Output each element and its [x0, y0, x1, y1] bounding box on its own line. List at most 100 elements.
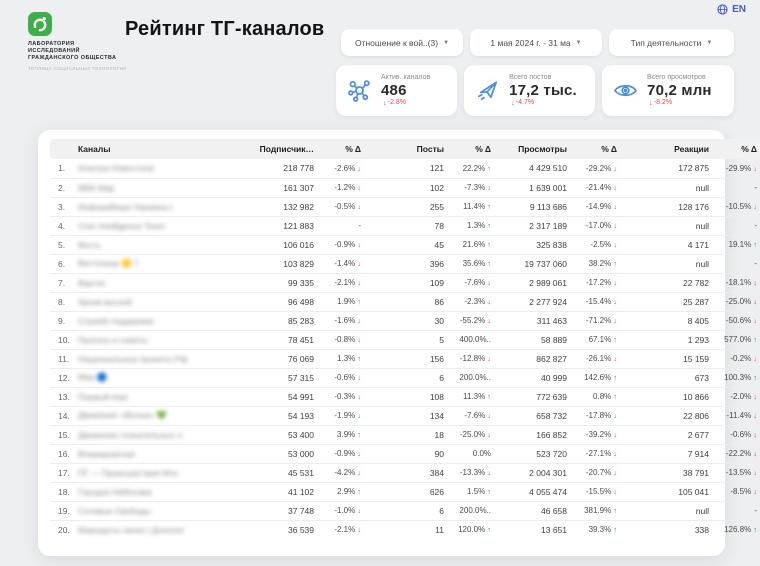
subscribers-value: 54 991: [230, 386, 318, 406]
filter-attitude-label: Отношение к вой..(3): [354, 37, 439, 48]
channel-name-cell[interactable]: Агентра Новостели: [74, 159, 230, 178]
col-header-subscribers[interactable]: Подписчик…: [230, 139, 318, 159]
arrow-down-icon: ↓: [357, 373, 361, 382]
col-header-reactions[interactable]: Реакции: [621, 139, 713, 159]
table-row[interactable]: 8. Архив весной 96 498 1.9% ↑ 86 -2.3% ↓ 2…: [50, 291, 760, 311]
channel-name-cell[interactable]: Городок НеМосква: [74, 481, 230, 501]
channel-name-cell[interactable]: Архив весной: [74, 291, 230, 311]
channel-name-blurred: Первый порт: [78, 391, 130, 402]
table-row[interactable]: 18. Городок НеМосква 41 102 2.9% ↑ 626 1.…: [50, 481, 760, 501]
col-header-posts-delta[interactable]: % Δ: [448, 139, 495, 159]
table-row[interactable]: 19. Сетевые Свободы 37 748 -1.0% ↓ 6 200.…: [50, 500, 760, 520]
posts-delta: 200.0%..: [448, 500, 495, 520]
channel-name-cell[interactable]: Вартис: [74, 272, 230, 292]
table-row[interactable]: 4. Civic Intelligence Team 121 883 - 78 …: [50, 215, 760, 235]
channel-name-cell[interactable]: Вестоград 🟡 7: [74, 253, 230, 273]
arrow-down-icon: ↓: [649, 97, 653, 107]
stat-label: Актив. каналов: [381, 73, 431, 81]
views-value: 325 838: [495, 234, 571, 254]
arrow-up-icon: ↑: [357, 297, 361, 306]
arrow-up-icon: ↑: [357, 354, 361, 363]
language-switch[interactable]: EN: [717, 4, 746, 15]
stat-card-total-posts: Всего постов 17,2 тыс. ↓ -4.7%: [464, 65, 596, 116]
table-row[interactable]: 1. Агентра Новостели 218 778 -2.6% ↓ 121 …: [50, 159, 760, 178]
subscribers-value: 36 539: [230, 519, 318, 539]
table-row[interactable]: 11. Национальные проекты Рф 76 069 1.3% ↑…: [50, 348, 760, 368]
channel-name-cell[interactable]: МБК Мир: [74, 177, 230, 197]
views-value: 2 317 189: [495, 215, 571, 235]
arrow-up-icon: ↑: [487, 487, 491, 496]
table-row[interactable]: 14. Движение «Волна» 💚 54 193 -1.9% ↓ 134…: [50, 405, 760, 425]
posts-value: 90: [365, 443, 448, 463]
views-value: 46 658: [495, 500, 571, 520]
views-delta: 38.2% ↑: [571, 253, 621, 273]
table-row[interactable]: 3. Информбюро Украина с 132 982 -0.5% ↓ 2…: [50, 196, 760, 216]
channel-name-cell[interactable]: Весть: [74, 234, 230, 254]
table-row[interactable]: 17. ПГ — Происшествия Мос 45 531 -4.2% ↓ …: [50, 462, 760, 482]
views-delta: 39.3% ↑: [571, 519, 621, 539]
stats-row: Актив. каналов 486 ↓ -2.8% Всего постов 1…: [336, 65, 734, 116]
filter-attitude-dropdown[interactable]: Отношение к вой..(3) ▼: [341, 29, 463, 56]
arrow-up-icon: ↑: [357, 430, 361, 439]
channel-name-blurred: МБК Мир: [78, 182, 115, 193]
table-row[interactable]: 20. Маршруты своих | Дополог 36 539 -2.1…: [50, 519, 760, 539]
channel-name-cell[interactable]: Движение сознательных л: [74, 424, 230, 444]
channel-name-cell[interactable]: Служба поддержки: [74, 310, 230, 330]
arrow-down-icon: ↓: [753, 430, 757, 439]
subscribers-delta: -0.5% ↓: [318, 196, 365, 216]
reactions-delta: -13.5% ↓: [713, 462, 760, 482]
filter-date-range-dropdown[interactable]: 1 мая 2024 г. - 31 ма ▼: [470, 29, 602, 56]
channel-name-cell[interactable]: Маршруты своих | Дополог: [74, 519, 230, 539]
subscribers-delta: -1.2% ↓: [318, 177, 365, 197]
arrow-down-icon: ↓: [487, 430, 491, 439]
subscribers-delta: -2.1% ↓: [318, 519, 365, 539]
channel-name-cell[interactable]: Прогноз и советы: [74, 329, 230, 349]
reactions-value: 8 405: [621, 310, 713, 330]
channel-name-cell[interactable]: Впередсмотря: [74, 443, 230, 463]
views-delta: 0.8% ↑: [571, 386, 621, 406]
subscribers-delta: -2.1% ↓: [318, 272, 365, 292]
posts-delta: 1.3% ↑: [448, 215, 495, 235]
col-header-views[interactable]: Просмотры: [495, 139, 571, 159]
table-row[interactable]: 12. Мир 🔵 57 315 -0.6% ↓ 6 200.0%.. 40 99…: [50, 367, 760, 387]
row-rank: 10.: [50, 329, 74, 349]
org-logo-icon: [28, 12, 52, 36]
channel-name-cell[interactable]: Сетевые Свободы: [74, 500, 230, 520]
col-header-subs-delta[interactable]: % Δ: [318, 139, 365, 159]
arrow-up-icon: ↑: [487, 392, 491, 401]
channel-name-cell[interactable]: Мир 🔵: [74, 367, 230, 387]
table-row[interactable]: 6. Вестоград 🟡 7 103 829 -1.4% ↓ 396 35.6…: [50, 253, 760, 273]
posts-delta: -55.2% ↓: [448, 310, 495, 330]
chevron-down-icon: ▼: [443, 39, 450, 46]
table-row[interactable]: 7. Вартис 99 335 -2.1% ↓ 109 -7.6% ↓ 2 989…: [50, 272, 760, 292]
filter-activity-type-label: Тип деятельности: [630, 37, 702, 48]
table-row[interactable]: 10. Прогноз и советы 78 451 -0.8% ↓ 5 400…: [50, 329, 760, 349]
channel-name-cell[interactable]: ПГ — Происшествия Мос: [74, 462, 230, 482]
stat-card-total-views: Всего просмотров 70,2 млн ↓ -8.2%: [602, 65, 734, 116]
row-rank: 14.: [50, 405, 74, 425]
table-row[interactable]: 5. Весть 106 016 -0.9% ↓ 45 21.6% ↑ 325 83…: [50, 234, 760, 254]
table-row[interactable]: 16. Впередсмотря 53 000 -0.9% ↓ 90 0.0% 5…: [50, 443, 760, 463]
views-delta: 381.9% ↑: [571, 500, 621, 520]
reactions-value: 4 171: [621, 234, 713, 254]
channel-name-cell[interactable]: Движение «Волна» 💚: [74, 405, 230, 425]
table-row[interactable]: 2. МБК Мир 161 307 -1.2% ↓ 102 -7.3% ↓ 1 6…: [50, 177, 760, 197]
col-header-posts[interactable]: Посты: [365, 139, 448, 159]
reactions-delta: -10.5% ↓: [713, 196, 760, 216]
views-delta: -20.7% ↓: [571, 462, 621, 482]
arrow-down-icon: ↓: [753, 449, 757, 458]
channel-name-cell[interactable]: Civic Intelligence Team: [74, 215, 230, 235]
table-row[interactable]: 15. Движение сознательных л 53 400 3.9% ↑…: [50, 424, 760, 444]
col-header-reactions-delta[interactable]: % Δ: [713, 139, 760, 159]
col-header-channels[interactable]: Каналы: [74, 139, 230, 159]
channel-name-cell[interactable]: Первый порт: [74, 386, 230, 406]
table-row[interactable]: 9. Служба поддержки 85 283 -1.6% ↓ 30 -55…: [50, 310, 760, 330]
channel-name-cell[interactable]: Информбюро Украина с: [74, 196, 230, 216]
reactions-delta: -: [713, 177, 760, 197]
views-value: 2 989 061: [495, 272, 571, 292]
org-logo-block: ЛАБОРАТОРИЯ ИССЛЕДОВАНИЙ ГРАЖДАНСКОГО ОБ…: [28, 12, 148, 71]
filter-activity-type-dropdown[interactable]: Тип деятельности ▼: [609, 29, 734, 56]
col-header-views-delta[interactable]: % Δ: [571, 139, 621, 159]
channel-name-cell[interactable]: Национальные проекты Рф: [74, 348, 230, 368]
table-row[interactable]: 13. Первый порт 54 991 -0.3% ↓ 108 11.3% ↑…: [50, 386, 760, 406]
